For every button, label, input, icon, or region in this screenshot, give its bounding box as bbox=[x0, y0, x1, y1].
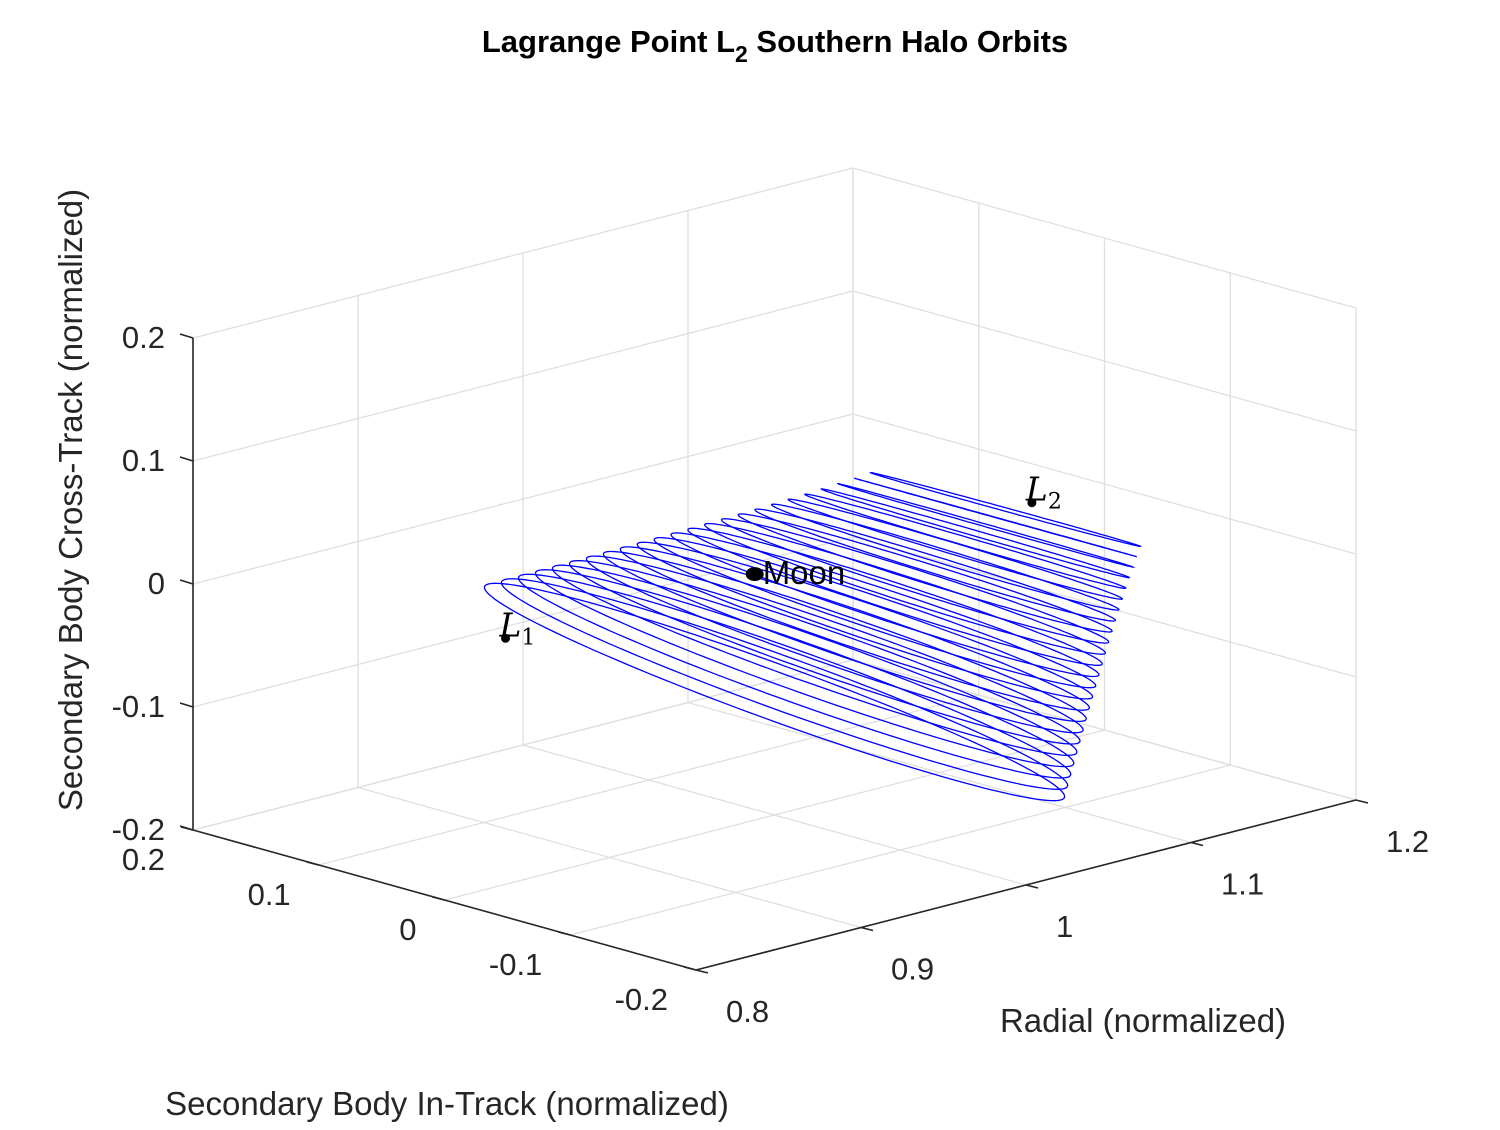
halo-orbit-line bbox=[720, 518, 1110, 644]
chart-title: Lagrange Point L2 Southern Halo Orbits bbox=[482, 24, 1068, 67]
halo-orbit-line bbox=[534, 569, 1075, 768]
halo-orbit-line bbox=[854, 477, 1137, 558]
lagrange-point-subscript: 1 bbox=[521, 625, 535, 650]
lagrange-point-subscript: 2 bbox=[1048, 490, 1062, 515]
grid-line-side-z bbox=[852, 413, 1357, 555]
halo-orbit-line bbox=[619, 546, 1091, 711]
z-tick-mark bbox=[179, 333, 194, 339]
moon-marker bbox=[745, 567, 764, 582]
halo-orbit-line bbox=[517, 573, 1072, 779]
lagrange-point-name: L bbox=[1025, 470, 1048, 509]
z-axis-label: Secondary Body Cross-Track (normalized) bbox=[52, 189, 89, 811]
title-subscript: 2 bbox=[735, 41, 748, 67]
x-tick-mark bbox=[1025, 884, 1039, 889]
lagrange-point-marker bbox=[1027, 498, 1037, 508]
z-tick-mark bbox=[179, 456, 194, 462]
grid-line-floor-y bbox=[444, 729, 1105, 901]
grid-line-back-z bbox=[192, 536, 854, 708]
halo-orbit-line bbox=[754, 508, 1117, 622]
y-tick-mark bbox=[306, 861, 319, 866]
grid-line-back-z bbox=[192, 167, 854, 339]
x-tick-mark bbox=[695, 969, 709, 974]
y-tick-label: 0.2 bbox=[122, 842, 165, 877]
grid-line-floor-y bbox=[570, 764, 1231, 936]
label-layer: Lagrange Point L2 Southern Halo Orbits R… bbox=[52, 24, 1286, 1122]
z-tick-mark bbox=[179, 825, 194, 831]
halo-orbit-line bbox=[585, 555, 1084, 734]
halo-orbit-line bbox=[483, 582, 1066, 802]
y-tick-mark bbox=[432, 896, 445, 901]
grid-line-back-z bbox=[192, 290, 854, 462]
x-tick-label: 1.1 bbox=[1221, 867, 1264, 902]
halo-orbit-line bbox=[837, 482, 1136, 568]
x-tick-mark bbox=[860, 926, 874, 932]
title-suffix: Southern Halo Orbits bbox=[748, 24, 1068, 59]
y-tick-label: 0.1 bbox=[248, 877, 291, 912]
orbit-layer bbox=[483, 471, 1142, 802]
z-tick-label: 0.2 bbox=[122, 320, 165, 355]
halo-orbit-line bbox=[568, 559, 1081, 745]
y-tick-mark bbox=[558, 931, 571, 936]
halo-orbit-line bbox=[770, 503, 1120, 611]
halo-orbit-line bbox=[704, 522, 1107, 655]
x-tick-label: 0.9 bbox=[891, 952, 934, 987]
halo-orbit-line bbox=[787, 498, 1124, 600]
x-tick-label: 1 bbox=[1056, 909, 1073, 944]
grid-line-side-z bbox=[852, 290, 1357, 432]
lagrange-point-label: L2 bbox=[1025, 470, 1062, 515]
y-tick-label: -0.1 bbox=[489, 947, 542, 982]
lagrange-point-marker bbox=[501, 633, 510, 643]
halo-orbit-line bbox=[670, 532, 1100, 678]
grid-line-side-z bbox=[852, 167, 1357, 309]
x-tick-mark bbox=[1355, 799, 1369, 804]
lagrange-point-label: L1 bbox=[499, 605, 536, 650]
grid-line-back-z bbox=[192, 659, 854, 831]
z-tick-label: -0.1 bbox=[112, 689, 165, 724]
z-tick-mark bbox=[179, 579, 194, 585]
title-main: Lagrange Point L bbox=[482, 24, 735, 59]
grid-line-floor-y bbox=[318, 694, 979, 866]
halo-orbit-line bbox=[687, 527, 1103, 666]
y-tick-mark bbox=[683, 966, 697, 971]
halo-orbit-line bbox=[636, 541, 1094, 700]
z-tick-label: 0 bbox=[148, 566, 165, 601]
x-tick-label: 1.2 bbox=[1386, 824, 1429, 859]
y-axis-label: Secondary Body In-Track (normalized) bbox=[165, 1085, 729, 1122]
x-axis-label: Radial (normalized) bbox=[1000, 1002, 1286, 1039]
z-tick-label: 0.1 bbox=[122, 443, 165, 478]
grid-line-side-z bbox=[852, 659, 1357, 801]
z-tick-label: -0.2 bbox=[112, 812, 165, 847]
halo-orbit-line bbox=[869, 471, 1142, 548]
y-tick-label: -0.2 bbox=[615, 982, 668, 1017]
y-tick-label: 0 bbox=[399, 912, 416, 947]
halo-orbit-line bbox=[602, 550, 1087, 723]
grid-line-side-z bbox=[852, 536, 1357, 678]
lagrange-point-name: L bbox=[499, 605, 522, 644]
z-tick-mark bbox=[179, 702, 194, 708]
halo-orbit-line bbox=[737, 513, 1113, 633]
moon-label: Moon bbox=[763, 554, 846, 591]
halo-orbit-line bbox=[653, 536, 1097, 689]
x-tick-label: 0.8 bbox=[726, 994, 769, 1029]
x-tick-mark bbox=[1190, 841, 1204, 847]
halo-orbit-line bbox=[804, 493, 1127, 590]
axis-layer: 0.80.911.11.2-0.2-0.100.10.2-0.2-0.100.1… bbox=[112, 320, 1430, 1029]
halo-orbit-line bbox=[820, 488, 1131, 579]
halo-orbit-line bbox=[500, 578, 1069, 790]
grid-line-back-z bbox=[192, 413, 854, 585]
